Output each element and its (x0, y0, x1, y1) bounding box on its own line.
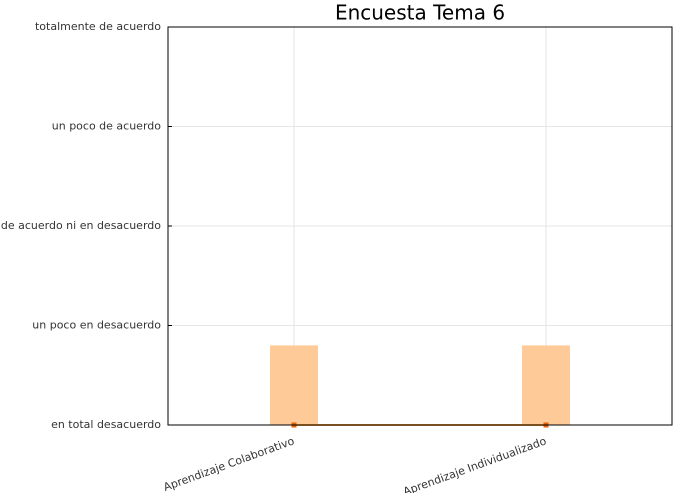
x-tick-label: Aprendizaje Individualizado (401, 434, 548, 493)
y-tick-label: ni de acuerdo ni en desacuerdo (0, 219, 161, 232)
y-tick-label: un poco en desacuerdo (32, 319, 161, 332)
bar (270, 345, 318, 425)
chart-title: Encuesta Tema 6 (335, 1, 505, 25)
plot-frame (167, 26, 673, 426)
x-tick-label: Aprendizaje Colaborativo (162, 434, 297, 493)
y-tick-label: en total desacuerdo (51, 418, 161, 431)
y-tick-label: un poco de acuerdo (52, 120, 162, 133)
bar (522, 345, 570, 425)
y-tick-label: totalmente de acuerdo (35, 20, 161, 33)
